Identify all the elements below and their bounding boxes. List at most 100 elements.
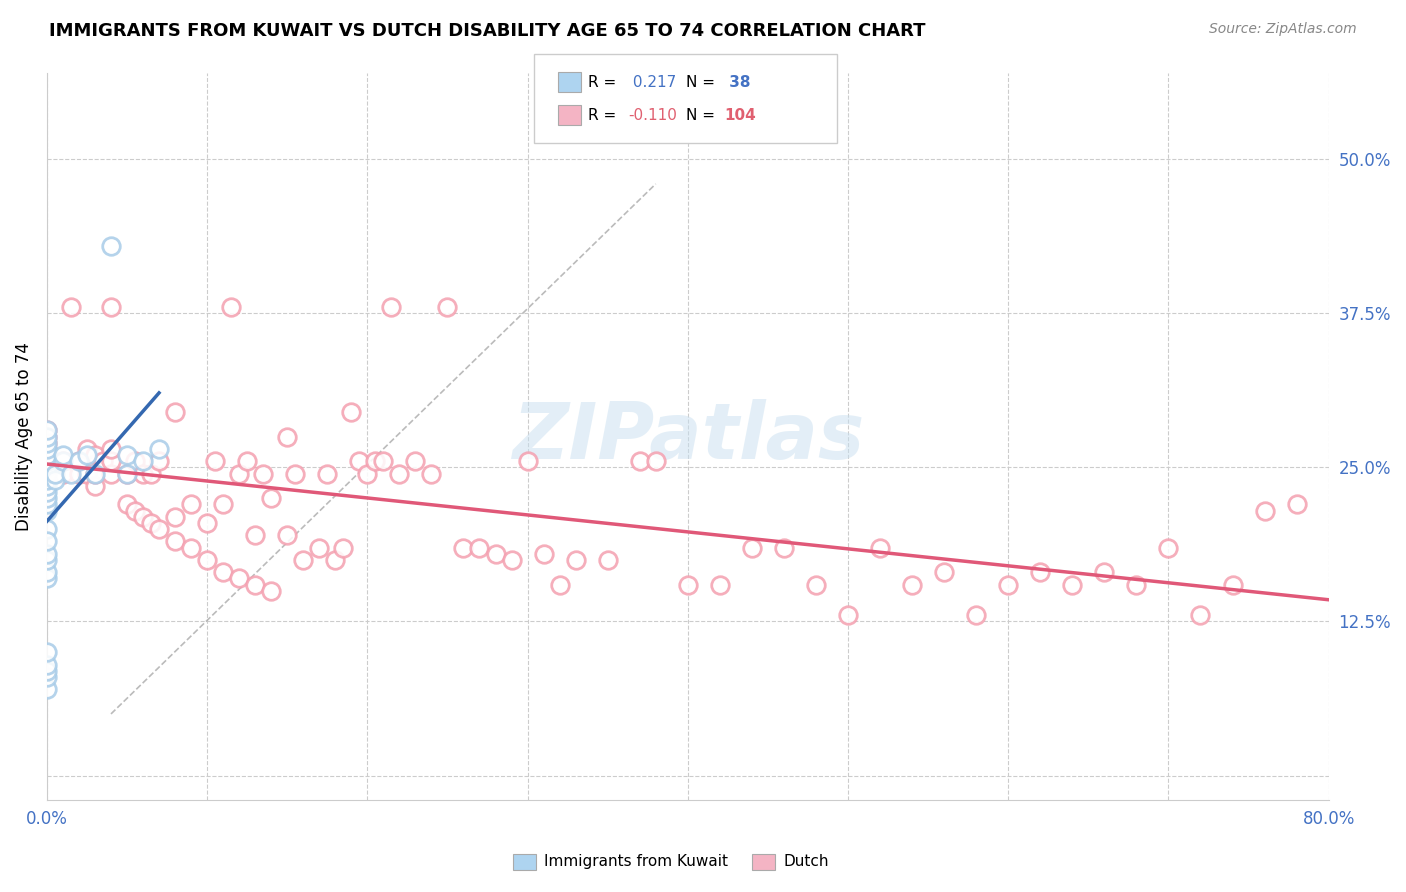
Text: Dutch: Dutch — [783, 855, 828, 869]
Point — [35, 467, 58, 481]
Point — [260, 583, 283, 598]
Point — [228, 571, 250, 585]
Point — [228, 467, 250, 481]
Point — [84, 448, 107, 462]
Point — [628, 454, 651, 468]
Point — [91, 454, 114, 468]
Point — [35, 460, 58, 475]
Text: N =: N = — [686, 75, 720, 89]
Point — [76, 467, 98, 481]
Point — [35, 473, 58, 487]
Point — [35, 460, 58, 475]
Point — [548, 577, 571, 591]
Point — [468, 541, 491, 555]
Point — [52, 467, 75, 481]
Point — [35, 467, 58, 481]
Text: 0.217: 0.217 — [628, 75, 676, 89]
Point — [139, 516, 162, 530]
Point — [35, 479, 58, 493]
Point — [1189, 608, 1212, 623]
Point — [243, 528, 266, 542]
Point — [100, 467, 122, 481]
Point — [139, 467, 162, 481]
Point — [84, 467, 107, 481]
Point — [1092, 565, 1115, 579]
Point — [35, 565, 58, 579]
Point — [741, 541, 763, 555]
Point — [180, 497, 202, 511]
Point — [35, 454, 58, 468]
Point — [236, 454, 259, 468]
Point — [869, 541, 891, 555]
Point — [115, 448, 138, 462]
Text: Source: ZipAtlas.com: Source: ZipAtlas.com — [1209, 22, 1357, 37]
Point — [1062, 577, 1084, 591]
Point — [35, 522, 58, 536]
Point — [76, 448, 98, 462]
Point — [804, 577, 827, 591]
Point — [35, 424, 58, 438]
Text: 104: 104 — [724, 108, 756, 122]
Point — [436, 300, 458, 314]
Point — [115, 467, 138, 481]
Point — [773, 541, 796, 555]
Point — [1125, 577, 1147, 591]
Point — [35, 571, 58, 585]
Point — [115, 467, 138, 481]
Point — [35, 534, 58, 549]
Text: -0.110: -0.110 — [628, 108, 678, 122]
Point — [100, 442, 122, 456]
Point — [148, 442, 170, 456]
Point — [35, 503, 58, 517]
Point — [284, 467, 307, 481]
Point — [308, 541, 330, 555]
Point — [67, 454, 90, 468]
Point — [35, 454, 58, 468]
Point — [67, 454, 90, 468]
Point — [516, 454, 538, 468]
Point — [219, 300, 242, 314]
Point — [35, 435, 58, 450]
Point — [837, 608, 859, 623]
Point — [276, 528, 298, 542]
Text: N =: N = — [686, 108, 720, 122]
Point — [115, 497, 138, 511]
Point — [564, 553, 586, 567]
Point — [1157, 541, 1180, 555]
Point — [316, 467, 339, 481]
Point — [644, 454, 666, 468]
Point — [67, 467, 90, 481]
Text: Immigrants from Kuwait: Immigrants from Kuwait — [544, 855, 728, 869]
Point — [932, 565, 955, 579]
Point — [52, 454, 75, 468]
Point — [52, 454, 75, 468]
Point — [35, 448, 58, 462]
Point — [35, 448, 58, 462]
Point — [35, 435, 58, 450]
Point — [1029, 565, 1052, 579]
Point — [132, 509, 155, 524]
Point — [252, 467, 274, 481]
Point — [100, 238, 122, 252]
Point — [148, 454, 170, 468]
Text: IMMIGRANTS FROM KUWAIT VS DUTCH DISABILITY AGE 65 TO 74 CORRELATION CHART: IMMIGRANTS FROM KUWAIT VS DUTCH DISABILI… — [49, 22, 925, 40]
Point — [44, 473, 66, 487]
Point — [901, 577, 924, 591]
Text: 38: 38 — [724, 75, 751, 89]
Point — [195, 553, 218, 567]
Point — [52, 448, 75, 462]
Text: R =: R = — [588, 108, 621, 122]
Point — [243, 577, 266, 591]
Point — [124, 454, 146, 468]
Point — [349, 454, 371, 468]
Text: R =: R = — [588, 75, 621, 89]
Point — [1222, 577, 1244, 591]
Point — [292, 553, 315, 567]
Point — [965, 608, 987, 623]
Point — [76, 442, 98, 456]
Point — [404, 454, 426, 468]
Point — [212, 497, 235, 511]
Point — [59, 467, 82, 481]
Point — [35, 429, 58, 443]
Point — [676, 577, 699, 591]
